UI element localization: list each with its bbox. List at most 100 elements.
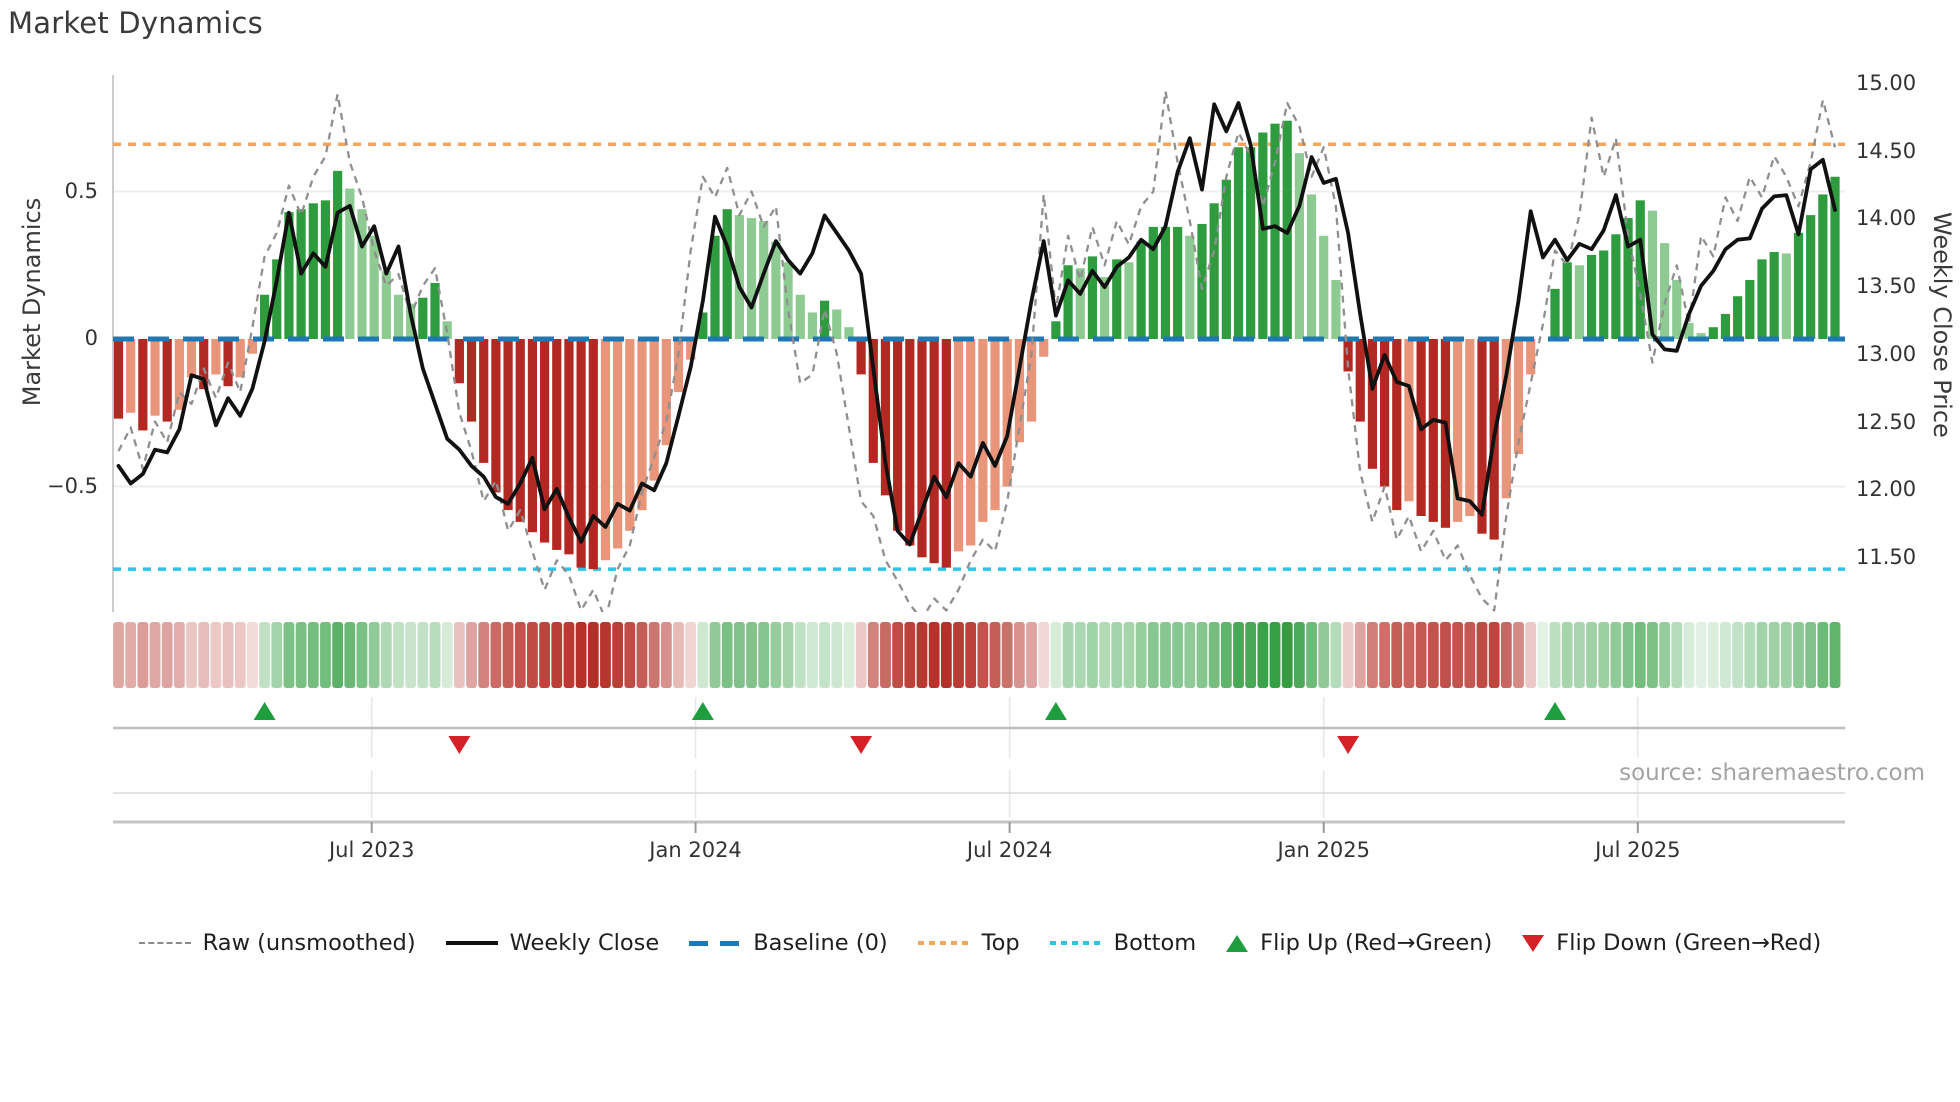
momentum-bar-up [1757,259,1767,339]
momentum-bar-up [1124,262,1134,339]
flip-down-marker-icon [1337,736,1360,754]
momentum-bar-down [893,339,903,531]
momentum-bar-down [211,339,221,375]
momentum-bar-up [1793,232,1804,339]
momentum-bar-up [272,259,282,339]
momentum-bar-down [150,339,160,416]
momentum-bar-up [1294,153,1304,339]
momentum-bar-down [868,339,878,463]
x-axis-tick-label: Jan 2024 [649,838,742,862]
heatmap-cell [989,622,1001,688]
legend-item-top: Top [917,930,1020,956]
heatmap-cell [1269,622,1281,688]
heatmap-cell [466,622,477,688]
bottom-line-swatch-icon [1049,941,1102,945]
momentum-bar-down [1453,339,1463,522]
momentum-bar-up [1197,223,1207,339]
heatmap-cell [1561,622,1573,688]
momentum-bar-up [1063,265,1073,339]
heatmap-cell [1647,622,1658,688]
baseline-swatch-icon [689,940,742,946]
momentum-bar-up [345,188,355,339]
heatmap-cell [563,622,575,688]
legend-item-weekly-close: Weekly Close [445,930,659,956]
heatmap-cell [1756,622,1768,688]
momentum-bar-up [1806,215,1816,339]
momentum-bar-up [1599,250,1609,339]
heatmap-cell [125,622,137,688]
momentum-bar-down [454,339,464,384]
momentum-bar-up [795,294,805,339]
right-axis-tick-label: 11.50 [1856,545,1917,569]
heatmap-cell [1038,622,1050,688]
momentum-bar-up [1708,327,1718,339]
momentum-bar-down [235,339,245,378]
momentum-bar-down [1002,339,1012,487]
heatmap-cell [344,622,356,688]
legend-label-flip-down: Flip Down (Green→Red) [1556,930,1822,956]
momentum-bar-up [807,312,818,339]
heatmap-cell [1732,622,1744,688]
heatmap-cell [587,622,599,688]
momentum-bar-up [1647,210,1658,339]
momentum-bar-up [1745,280,1755,339]
momentum-bar-down [625,339,635,531]
momentum-bar-up [1781,253,1791,339]
heatmap-cell [478,622,490,688]
momentum-bar-up [1733,296,1743,339]
weekly-close-line-swatch-icon [445,941,498,945]
momentum-bar-down [649,339,659,481]
momentum-bar-down [588,339,598,570]
momentum-bar-down [515,339,525,522]
heatmap-cell [1780,622,1792,688]
page-title: Market Dynamics [8,6,263,40]
right-axis-tick-label: 13.50 [1856,274,1917,299]
heatmap-cell [1160,622,1171,688]
heatmap-cell [600,622,611,688]
heatmap-cell [453,622,465,688]
heatmap-cell [307,622,319,688]
heatmap-cell [782,622,794,688]
heatmap-cell [1452,622,1464,688]
heatmap-cell [1172,622,1184,688]
momentum-bar-up [1051,321,1061,339]
momentum-bar-down [661,339,671,446]
heatmap-cell [210,622,222,688]
momentum-bar-down [1404,339,1414,502]
momentum-bar-down [126,339,136,413]
top-line-swatch-icon [917,941,970,945]
momentum-bar-up [722,209,732,339]
momentum-bar-down [1343,339,1353,372]
momentum-bar-up [308,203,318,339]
heatmap-cell [1744,622,1756,688]
heatmap-cell [1476,622,1488,688]
heatmap-cell [259,622,270,688]
momentum-bar-down [466,339,477,422]
momentum-bar-down [539,339,550,543]
momentum-bar-up [284,212,294,339]
heatmap-cell [1245,622,1257,688]
heatmap-cell [1415,622,1427,688]
heatmap-cell [1586,622,1597,688]
right-axis-tick-label: 14.50 [1856,138,1917,163]
momentum-bar-down [491,339,501,493]
momentum-bar-up [1185,235,1195,339]
heatmap-cell [928,622,940,688]
heatmap-cell [770,622,782,688]
heatmap-cell [1001,622,1013,688]
legend-item-flip-up: Flip Up (Red→Green) [1226,930,1492,956]
weekly-close-line [116,101,1837,547]
legend-item-raw: Raw (unsmoothed) [138,930,416,956]
flip-down-marker-icon [448,736,471,754]
momentum-bar-up [1574,265,1584,339]
momentum-bar-down [174,339,184,410]
momentum-bar-up [1611,234,1621,339]
heatmap-cell [1087,622,1098,688]
heatmap-cell [1391,622,1403,688]
momentum-bar-up [734,215,744,339]
heatmap-cell [393,622,404,688]
heatmap-cell [1707,622,1719,688]
heatmap-cell [149,622,161,688]
momentum-bar-up [1623,218,1633,339]
momentum-bar-down [686,339,696,360]
